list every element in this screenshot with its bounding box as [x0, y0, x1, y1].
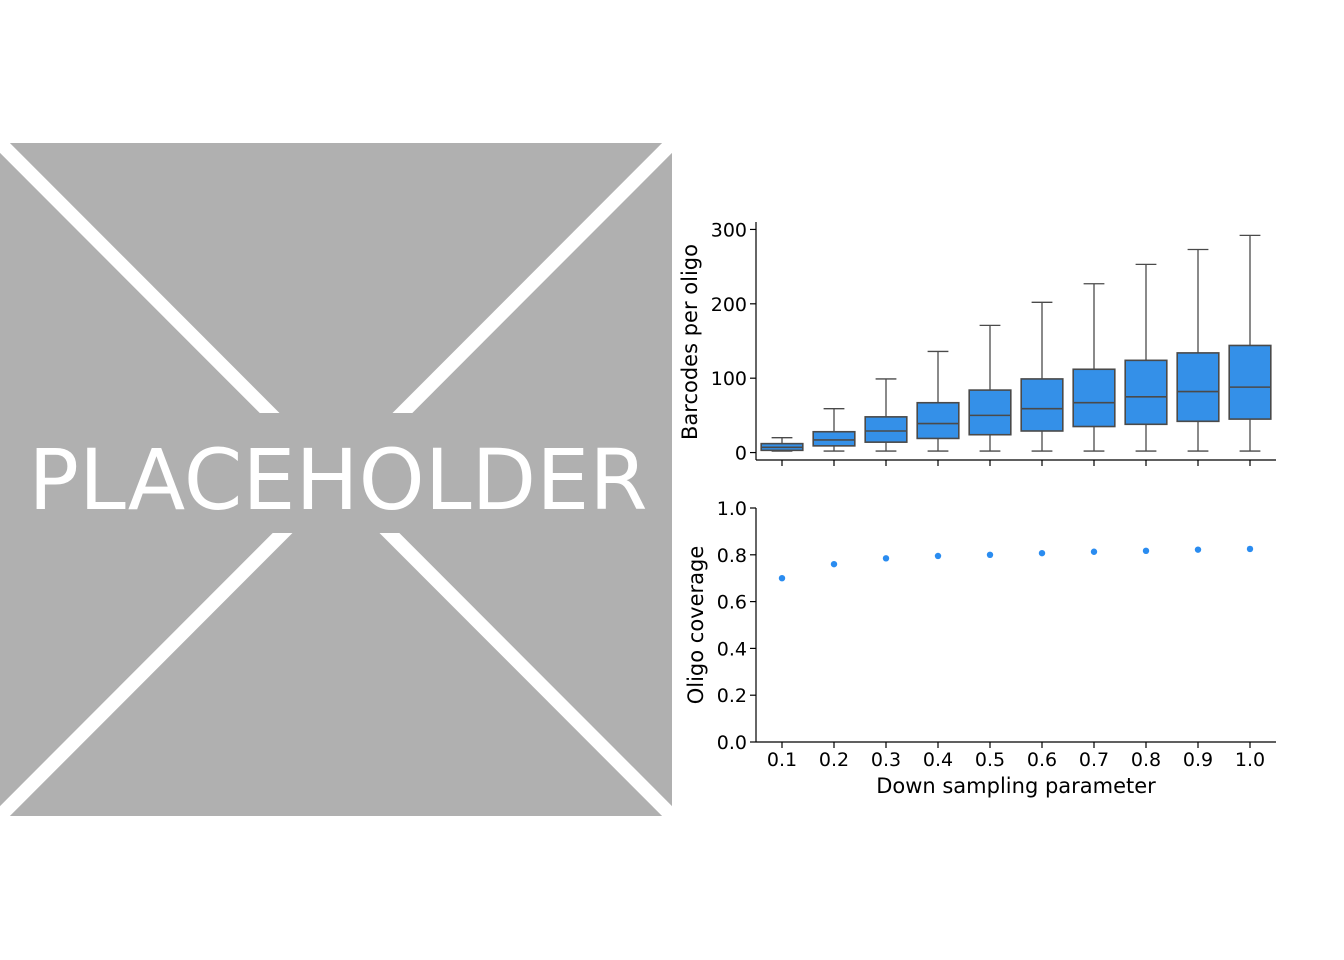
scatter-x-tick-label: 0.7: [1079, 749, 1109, 771]
placeholder-image: PLACEHOLDER: [0, 143, 672, 816]
scatter-y-tick-label: 0.4: [717, 638, 747, 660]
scatter-y-axis-label: Oligo coverage: [684, 546, 708, 705]
scatter-x-tick-label: 1.0: [1235, 749, 1265, 771]
scatter-x-tick-label: 0.4: [923, 749, 953, 771]
scatter-y-tick-label: 0.0: [717, 732, 747, 754]
scatter-x-tick-label: 0.2: [819, 749, 849, 771]
scatter-x-tick-label: 0.8: [1131, 749, 1161, 771]
placeholder-label-backdrop: [20, 413, 652, 533]
scatter-x-tick-label: 0.3: [871, 749, 901, 771]
scatter-y-tick-label: 0.8: [717, 545, 747, 567]
placeholder-graphic: PLACEHOLDER: [0, 143, 672, 816]
scatter-x-axis-label: Down sampling parameter: [876, 774, 1156, 798]
scatter-x-tick-label: 0.6: [1027, 749, 1057, 771]
box: [812, 430, 856, 447]
scatter-x-tick-label: 0.9: [1183, 749, 1213, 771]
box: [864, 416, 908, 443]
coverage-point: [830, 560, 838, 568]
boxplot-y-tick-label: 100: [711, 368, 747, 390]
scatter-x-tick-label: 0.1: [767, 749, 797, 771]
coverage-point: [778, 575, 786, 582]
coverage-point: [1038, 549, 1046, 557]
box: [968, 389, 1012, 436]
coverage-scatter: Oligo coverage Down sampling parameter 0…: [684, 498, 1276, 798]
box: [1176, 352, 1220, 423]
box: [1072, 368, 1116, 428]
coverage-point: [1090, 548, 1098, 555]
coverage-point: [1246, 545, 1254, 553]
coverage-point: [1142, 547, 1150, 555]
scatter-y-tick-label: 0.6: [717, 592, 747, 614]
boxplot-y-tick-label: 200: [711, 294, 747, 316]
coverage-point: [882, 555, 890, 562]
barcodes-boxplot: Barcodes per oligo 0 100 200 300: [678, 219, 1276, 466]
placeholder-label: PLACEHOLDER: [28, 431, 647, 529]
coverage-point: [934, 552, 942, 560]
boxplot-y-axis-label: Barcodes per oligo: [678, 244, 702, 440]
coverage-point: [986, 551, 994, 558]
box: [1228, 344, 1272, 420]
coverage-point: [1194, 546, 1202, 553]
boxplot-y-tick-label: 0: [735, 443, 747, 465]
scatter-y-tick-label: 0.2: [717, 685, 747, 707]
box: [1124, 359, 1168, 426]
scatter-x-tick-label: 0.5: [975, 749, 1005, 771]
box: [1020, 378, 1064, 432]
scatter-y-tick-label: 1.0: [717, 498, 747, 520]
box: [916, 401, 960, 440]
boxplot-y-tick-label: 300: [711, 219, 747, 241]
